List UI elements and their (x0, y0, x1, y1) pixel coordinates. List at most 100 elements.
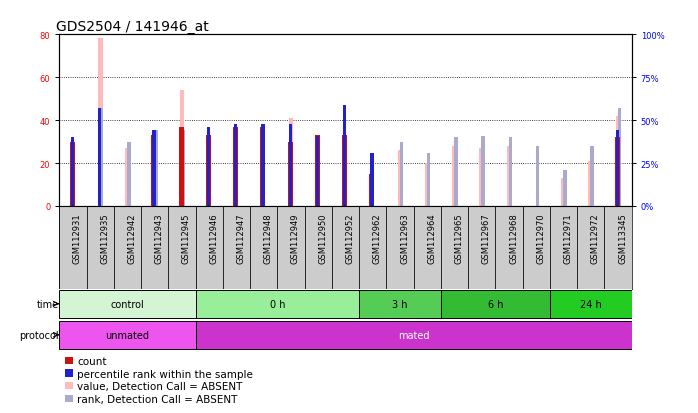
Bar (550, 291, 632, 318)
Bar (206, 136, 211, 206)
Bar (261, 124, 265, 206)
Bar (441, 291, 550, 318)
Text: GSM112967: GSM112967 (482, 213, 491, 264)
Bar (207, 128, 210, 206)
Bar (342, 136, 347, 206)
Bar (315, 136, 319, 206)
Bar (168, 206, 195, 289)
Text: protocol: protocol (19, 330, 59, 340)
Bar (359, 206, 387, 289)
Bar (98, 109, 101, 206)
Bar (343, 105, 346, 206)
Text: time: time (37, 299, 59, 309)
Bar (100, 109, 103, 206)
Bar (179, 127, 184, 206)
Text: GDS2504 / 141946_at: GDS2504 / 141946_at (57, 20, 209, 34)
Bar (427, 153, 431, 206)
Bar (441, 206, 468, 289)
Text: GSM112947: GSM112947 (237, 213, 246, 263)
Bar (332, 206, 359, 289)
Bar (550, 206, 577, 289)
Bar (588, 161, 593, 206)
Bar (616, 131, 619, 206)
Bar (98, 39, 103, 206)
Legend: count, percentile rank within the sample, value, Detection Call = ABSENT, rank, : count, percentile rank within the sample… (64, 356, 253, 404)
Text: 6 h: 6 h (488, 299, 503, 309)
Bar (482, 136, 485, 206)
Bar (398, 151, 403, 206)
Bar (561, 179, 566, 206)
Bar (563, 171, 567, 206)
Text: GSM112963: GSM112963 (400, 213, 409, 264)
Bar (195, 322, 632, 349)
Text: GSM112948: GSM112948 (264, 213, 273, 263)
Bar (87, 206, 114, 289)
Bar (288, 124, 292, 206)
Text: GSM112943: GSM112943 (155, 213, 164, 263)
Text: GSM112972: GSM112972 (591, 213, 600, 263)
Text: GSM112950: GSM112950 (318, 213, 327, 263)
Text: GSM112935: GSM112935 (101, 213, 109, 263)
Bar (234, 124, 237, 206)
Bar (152, 131, 156, 206)
Bar (480, 149, 484, 206)
Bar (195, 206, 223, 289)
Text: GSM113345: GSM113345 (618, 213, 627, 264)
Bar (359, 291, 441, 318)
Text: unmated: unmated (105, 330, 149, 340)
Text: 24 h: 24 h (580, 299, 602, 309)
Bar (277, 206, 304, 289)
Bar (452, 147, 457, 206)
Bar (591, 147, 594, 206)
Bar (496, 206, 523, 289)
Bar (179, 91, 184, 206)
Bar (181, 131, 185, 206)
Bar (70, 142, 75, 206)
Bar (616, 116, 621, 206)
Bar (369, 174, 374, 206)
Bar (414, 206, 441, 289)
Text: 0 h: 0 h (269, 299, 285, 309)
Bar (288, 142, 292, 206)
Bar (233, 127, 238, 206)
Bar (387, 206, 414, 289)
Bar (615, 138, 620, 206)
Bar (468, 206, 496, 289)
Text: GSM112952: GSM112952 (346, 213, 355, 263)
Bar (604, 206, 632, 289)
Bar (250, 206, 277, 289)
Text: control: control (110, 299, 144, 309)
Bar (59, 291, 195, 318)
Bar (509, 138, 512, 206)
Text: GSM112962: GSM112962 (373, 213, 382, 263)
Bar (371, 153, 373, 206)
Bar (154, 131, 158, 206)
Bar (400, 143, 403, 206)
Bar (523, 206, 550, 289)
Bar (141, 206, 168, 289)
Bar (125, 149, 130, 206)
Text: GSM112945: GSM112945 (182, 213, 191, 263)
Bar (59, 322, 195, 349)
Text: GSM112942: GSM112942 (128, 213, 137, 263)
Text: GSM112965: GSM112965 (454, 213, 463, 263)
Bar (151, 136, 156, 206)
Bar (618, 109, 621, 206)
Bar (127, 143, 131, 206)
Bar (260, 127, 265, 206)
Bar (70, 138, 74, 206)
Bar (536, 147, 540, 206)
Bar (59, 206, 87, 289)
Text: GSM112971: GSM112971 (563, 213, 572, 263)
Text: GSM112946: GSM112946 (209, 213, 218, 263)
Text: GSM112968: GSM112968 (509, 213, 518, 264)
Text: GSM112931: GSM112931 (73, 213, 82, 263)
Text: GSM112964: GSM112964 (427, 213, 436, 263)
Bar (114, 206, 141, 289)
Bar (223, 206, 250, 289)
Text: 3 h: 3 h (392, 299, 408, 309)
Bar (195, 291, 359, 318)
Bar (577, 206, 604, 289)
Text: mated: mated (398, 330, 429, 340)
Bar (507, 147, 512, 206)
